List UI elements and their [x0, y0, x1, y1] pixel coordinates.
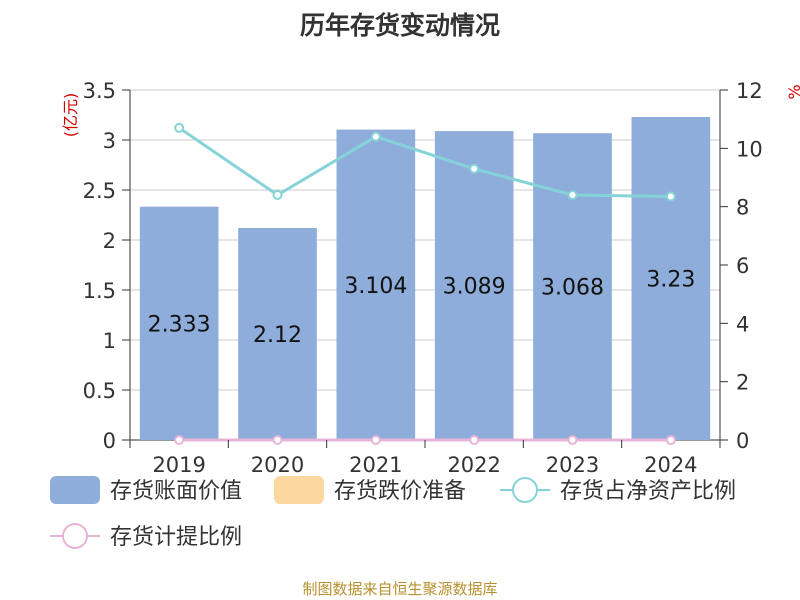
left-tick-label: 0.5: [83, 379, 116, 403]
bar-value-label: 3.104: [344, 274, 407, 299]
left-tick-label: 1: [103, 329, 116, 353]
bar: [533, 133, 612, 440]
bar: [434, 131, 514, 440]
right-tick-label: 12: [736, 79, 763, 103]
bar: [139, 206, 219, 440]
bar: [631, 117, 711, 440]
right-tick-label: 10: [736, 137, 763, 161]
left-tick-label: 2: [103, 229, 116, 253]
bar-value-label: 3.23: [646, 268, 695, 293]
right-axis-unit: %: [785, 84, 800, 99]
right-tick-label: 2: [736, 371, 749, 395]
legend-swatch: [50, 476, 100, 504]
right-tick-label: 8: [736, 196, 749, 220]
left-tick-label: 0: [103, 429, 116, 453]
series-point: [567, 190, 578, 200]
series-point: [174, 435, 185, 445]
bar-value-label: 3.068: [541, 276, 604, 301]
bar-value-label: 3.089: [443, 275, 506, 300]
right-tick-label: 4: [736, 312, 749, 336]
series-point: [567, 435, 578, 445]
bar-value-label: 2.333: [148, 312, 211, 337]
legend-swatch: [274, 476, 324, 504]
legend-label: 存货计提比例: [110, 525, 242, 550]
series-point: [370, 131, 381, 142]
legend-marker: [62, 523, 88, 549]
series-point: [370, 435, 381, 445]
data-source-note: 制图数据来自恒生聚源数据库: [302, 580, 498, 598]
legend-label: 存货账面价值: [110, 479, 242, 504]
series-point: [469, 435, 480, 445]
right-tick-label: 0: [736, 429, 749, 453]
bar: [336, 129, 416, 440]
x-tick-label: 2020: [251, 453, 304, 477]
x-tick-label: 2023: [546, 453, 599, 477]
x-tick-label: 2019: [152, 453, 205, 477]
bar: [238, 228, 317, 440]
series-point: [272, 190, 283, 200]
bar-layer: 2.333 2.12 3.104 3.089 3.068 3.23: [139, 117, 711, 440]
left-axis-unit: (亿元): [61, 93, 80, 138]
series-line: [178, 126, 671, 198]
series-point: [174, 122, 185, 133]
legend-label: 存货占净资产比例: [560, 479, 736, 504]
x-tick-label: 2022: [447, 453, 500, 477]
left-tick-label: 1.5: [83, 279, 116, 303]
legend-label: 存货跌价准备: [334, 479, 466, 504]
bar-value-label: 2.12: [253, 323, 302, 348]
axis-layer: 0 0.5 1 1.5 2 2.5 3 3.5 0 2 4 6 8 10 12 (亿元)% 2019 2020 20…: [61, 79, 800, 477]
x-tick-label: 2021: [349, 453, 402, 477]
series-point: [469, 163, 480, 174]
left-tick-label: 2.5: [83, 179, 116, 203]
right-tick-label: 6: [736, 254, 749, 278]
legend-marker: [512, 477, 538, 503]
series-point: [272, 435, 283, 445]
left-tick-label: 3.5: [83, 79, 116, 103]
left-tick-label: 3: [103, 129, 116, 153]
series-point: [665, 435, 676, 445]
x-tick-label: 2024: [644, 453, 697, 477]
chart-title: 历年存货变动情况: [299, 11, 500, 40]
series-point: [665, 191, 676, 202]
